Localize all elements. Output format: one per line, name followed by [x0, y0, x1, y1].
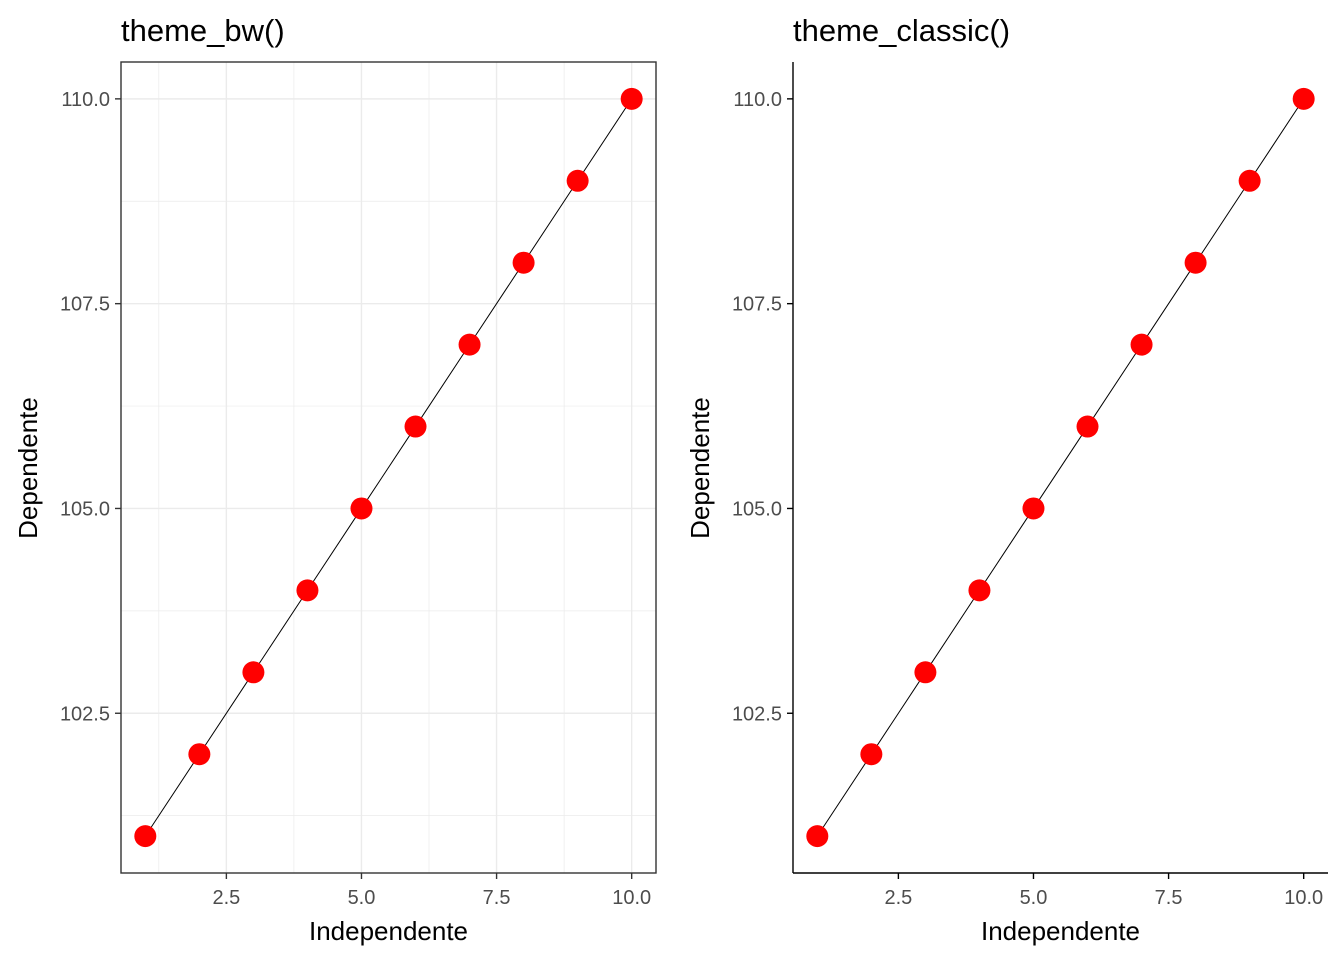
y-tick-label: 102.5 [60, 703, 110, 725]
x-tick-label: 7.5 [1155, 887, 1183, 909]
data-point [1022, 497, 1045, 520]
data-point [134, 825, 157, 848]
x-tick-label: 10.0 [1284, 887, 1323, 909]
x-axis-title: Independente [981, 916, 1140, 946]
y-tick-label: 107.5 [60, 294, 110, 316]
x-tick-label: 5.0 [1020, 887, 1048, 909]
x-tick-label: 2.5 [884, 887, 912, 909]
data-point [188, 743, 211, 766]
y-tick-label: 110.0 [61, 89, 110, 111]
x-tick-label: 2.5 [212, 887, 240, 909]
plot-area: 2.5 5.0 7.5 10.0 102.5 105.0 107.5 110.0 [60, 61, 657, 909]
data-point [296, 579, 319, 602]
data-point [806, 825, 829, 848]
y-tick-label: 110.0 [733, 89, 782, 111]
panel-theme-bw: theme_bw() 2.5 5.0 7.5 10.0 102.5 105.0 107.5 1… [13, 13, 657, 946]
y-tick-label: 105.0 [732, 498, 782, 520]
data-point [458, 333, 481, 356]
y-tick-label: 102.5 [732, 703, 782, 725]
x-axis-title: Independente [309, 916, 468, 946]
data-point [350, 497, 373, 520]
series-line [144, 98, 633, 837]
panel-border [120, 61, 657, 874]
x-tick-label: 5.0 [348, 887, 376, 909]
panel-title: theme_classic() [793, 13, 1010, 48]
data-point [1292, 87, 1315, 110]
data-point [914, 661, 937, 684]
data-point [242, 661, 265, 684]
data-point [1184, 251, 1207, 274]
panel-theme-classic: theme_classic() 2.5 5.0 7.5 10.0 102.5 105.0 1… [685, 13, 1328, 946]
plot-area: 2.5 5.0 7.5 10.0 102.5 105.0 107.5 110.0 [732, 62, 1328, 909]
series-line [816, 98, 1305, 837]
y-axis-title: Dependente [685, 397, 715, 539]
y-axis-title: Dependente [13, 397, 43, 539]
data-point [968, 579, 991, 602]
x-tick-label: 7.5 [483, 887, 511, 909]
data-point [860, 743, 883, 766]
y-tick-label: 105.0 [60, 498, 110, 520]
data-point [1076, 415, 1099, 438]
data-point [1238, 169, 1261, 192]
data-point [566, 169, 589, 192]
data-point [512, 251, 535, 274]
data-point [620, 87, 643, 110]
data-point [404, 415, 427, 438]
panel-title: theme_bw() [121, 13, 285, 48]
x-tick-label: 10.0 [612, 887, 651, 909]
data-point [1130, 333, 1153, 356]
y-tick-label: 107.5 [732, 294, 782, 316]
